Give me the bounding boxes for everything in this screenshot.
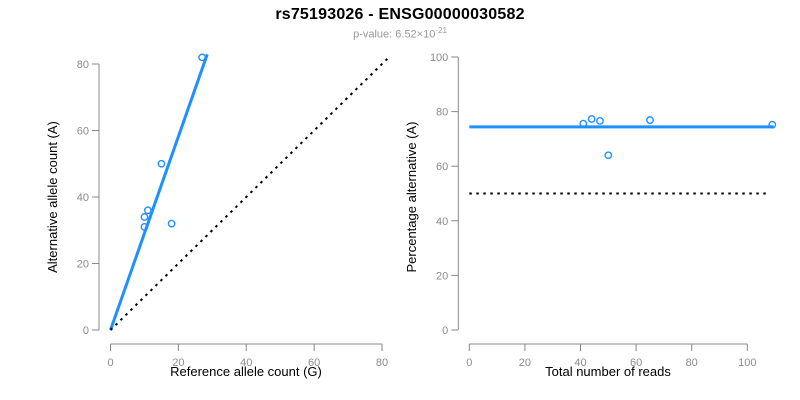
pvalue-text: p-value: 6.52×10 bbox=[353, 28, 436, 41]
x-tick-label: 20 bbox=[172, 357, 184, 369]
figure-subtitle: p-value: 6.52×10-21 bbox=[0, 26, 800, 41]
x-tick-label: 80 bbox=[686, 357, 698, 369]
y-tick-label: 80 bbox=[436, 107, 448, 119]
x-tick-label: 40 bbox=[574, 357, 586, 369]
data-point bbox=[646, 116, 654, 124]
data-point bbox=[596, 116, 604, 125]
data-point bbox=[140, 213, 149, 221]
fit-line bbox=[109, 53, 209, 331]
y-tick-label: 100 bbox=[430, 52, 448, 64]
identity-line bbox=[109, 56, 390, 331]
y-tick-label: 40 bbox=[436, 216, 448, 228]
y-tick-label: 80 bbox=[77, 59, 89, 71]
y-tick-label: 20 bbox=[436, 270, 448, 282]
x-tick-label: 0 bbox=[466, 357, 472, 369]
allele-counts-panel-y-label: Alternative allele count (A) bbox=[45, 121, 60, 273]
x-tick-label: 80 bbox=[376, 357, 388, 369]
data-point bbox=[157, 159, 166, 168]
data-point bbox=[587, 115, 596, 123]
x-tick-label: 60 bbox=[630, 357, 642, 369]
data-point bbox=[143, 206, 152, 215]
y-tick-label: 0 bbox=[442, 325, 448, 337]
x-tick-label: 0 bbox=[107, 357, 113, 369]
data-point bbox=[167, 219, 176, 228]
pvalue-exponent: -21 bbox=[435, 26, 447, 35]
figure-title: rs75193026 - ENSG00000030582 bbox=[275, 6, 525, 23]
y-tick-label: 20 bbox=[77, 259, 89, 271]
y-tick-label: 40 bbox=[77, 192, 89, 204]
data-point bbox=[198, 53, 207, 62]
x-tick-label: 100 bbox=[738, 357, 756, 369]
data-point bbox=[140, 223, 149, 231]
y-tick-label: 0 bbox=[83, 325, 89, 337]
x-tick-label: 20 bbox=[519, 357, 531, 369]
data-point bbox=[768, 120, 777, 129]
data-point bbox=[604, 151, 613, 160]
data-point bbox=[579, 119, 588, 128]
allele-counts-panel-x-label: Reference allele count (G) bbox=[170, 364, 322, 379]
y-tick-label: 60 bbox=[77, 126, 89, 138]
x-tick-label: 40 bbox=[240, 357, 252, 369]
percentage-panel-y-label: Percentage alternative (A) bbox=[404, 121, 419, 272]
y-tick-label: 60 bbox=[436, 161, 448, 173]
x-tick-label: 60 bbox=[308, 357, 320, 369]
percentage-panel-x-label: Total number of reads bbox=[545, 364, 671, 379]
